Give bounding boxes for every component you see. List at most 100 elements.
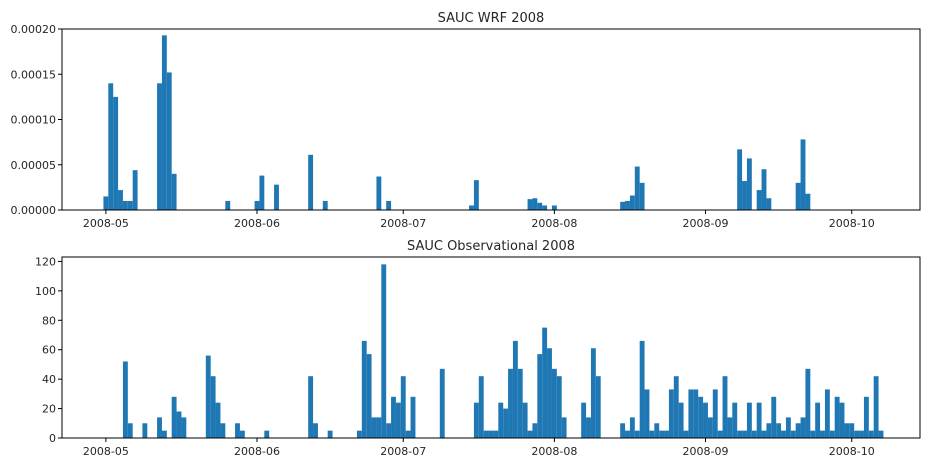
wrf-bar: [386, 200, 392, 210]
observational-bar: [235, 423, 240, 438]
wrf-bar: [742, 181, 747, 210]
wrf-bar: [527, 199, 533, 210]
observational-bar: [181, 417, 187, 438]
observational-bar: [790, 430, 796, 438]
observational-bar: [859, 430, 864, 438]
observational-y-tick-label: 100: [35, 285, 56, 298]
observational-y-tick-label: 0: [49, 432, 56, 445]
observational-x-tick-label: 2008-05: [83, 445, 129, 458]
observational-x-tick-label: 2008-08: [531, 445, 577, 458]
observational-y-tick-label: 40: [42, 373, 56, 386]
wrf-bar: [805, 193, 811, 210]
observational-bar: [707, 417, 713, 438]
observational-bar: [810, 430, 816, 438]
observational-bar: [644, 389, 650, 438]
observational-bar: [356, 430, 362, 438]
wrf-bar: [639, 182, 645, 210]
observational-bar: [313, 423, 318, 438]
observational-bar: [366, 354, 372, 438]
wrf-bar: [161, 35, 167, 211]
wrf-bar: [469, 205, 474, 210]
observational-bar: [863, 396, 869, 438]
observational-bar: [478, 376, 484, 438]
wrf-bar: [171, 173, 177, 210]
wrf-bar: [756, 190, 762, 210]
observational-bar: [381, 264, 387, 438]
observational-bar: [732, 402, 738, 438]
observational-bar: [361, 340, 367, 438]
observational-bar: [620, 423, 626, 438]
observational-bar: [142, 423, 148, 438]
observational-bar: [220, 423, 226, 438]
observational-chart-title: SAUC Observational 2008: [407, 239, 575, 254]
wrf-bar: [108, 83, 114, 210]
observational-bar: [586, 417, 591, 438]
observational-bar: [508, 368, 513, 438]
observational-bar: [522, 402, 528, 438]
observational-bar: [517, 368, 523, 438]
observational-bar: [776, 423, 782, 438]
wrf-x-tick-label: 2008-05: [83, 217, 129, 230]
wrf-bar: [113, 96, 119, 211]
wrf-y-tick-label: 0.00010: [11, 114, 57, 127]
observational-bar: [878, 430, 884, 438]
wrf-x-tick-label: 2008-06: [234, 217, 280, 230]
observational-bar: [683, 430, 689, 438]
wrf-bar: [274, 184, 279, 210]
observational-bar: [829, 430, 835, 438]
observational-bar: [634, 430, 640, 438]
observational-x-tick-label: 2008-07: [380, 445, 426, 458]
wrf-bar: [254, 200, 260, 210]
wrf-bar: [532, 198, 538, 210]
observational-bar: [327, 430, 333, 438]
observational-bar: [649, 430, 655, 438]
wrf-x-tick-label: 2008-09: [683, 217, 729, 230]
observational-y-tick-label: 20: [42, 403, 56, 416]
observational-bar: [771, 396, 777, 438]
observational-bar: [161, 430, 167, 438]
observational-bar: [737, 430, 743, 438]
wrf-bar: [259, 175, 265, 210]
observational-bar: [264, 430, 270, 438]
observational-bar: [746, 402, 752, 438]
observational-bar: [678, 402, 684, 438]
wrf-bar: [537, 202, 543, 210]
observational-chart-panel: SAUC Observational 2008 020406080100120 …: [35, 239, 921, 458]
observational-bar: [639, 340, 645, 438]
observational-bar: [376, 417, 382, 438]
observational-x-tick-label: 2008-10: [829, 445, 875, 458]
wrf-x-ticks: 2008-05 2008-06 2008-07 2008-08 2008-09 2008-…: [83, 210, 875, 230]
observational-bar: [547, 348, 552, 438]
observational-bar: [556, 376, 562, 438]
wrf-bar: [132, 170, 138, 210]
observational-bar: [157, 417, 162, 438]
observational-bar: [742, 430, 747, 438]
observational-bar: [239, 430, 245, 438]
wrf-bar: [376, 176, 382, 210]
wrf-bar: [473, 180, 479, 210]
wrf-bar: [629, 195, 635, 210]
observational-bar: [766, 423, 772, 438]
observational-bar: [717, 430, 723, 438]
wrf-bar: [766, 198, 772, 210]
observational-x-tick-label: 2008-06: [234, 445, 280, 458]
observational-bar: [722, 376, 728, 438]
observational-y-tick-label: 120: [35, 255, 56, 268]
observational-bar: [820, 430, 825, 438]
observational-bar: [698, 396, 704, 438]
observational-bar: [595, 376, 601, 438]
wrf-bar: [122, 200, 128, 210]
wrf-y-tick-label: 0.00015: [11, 68, 57, 81]
observational-bar: [410, 396, 416, 438]
observational-bar: [693, 389, 699, 438]
wrf-chart-panel: SAUC WRF 2008 0.000000.000050.000100.000…: [11, 11, 921, 230]
wrf-bar: [542, 205, 548, 210]
wrf-bar: [746, 158, 752, 210]
observational-bar: [122, 361, 128, 438]
wrf-y-tick-label: 0.00000: [11, 204, 57, 217]
observational-bar: [527, 430, 533, 438]
observational-bar: [629, 417, 635, 438]
observational-y-ticks: 0 20 40 60 80 100 120: [35, 255, 62, 445]
observational-bar: [371, 417, 377, 438]
wrf-bar: [166, 72, 172, 210]
